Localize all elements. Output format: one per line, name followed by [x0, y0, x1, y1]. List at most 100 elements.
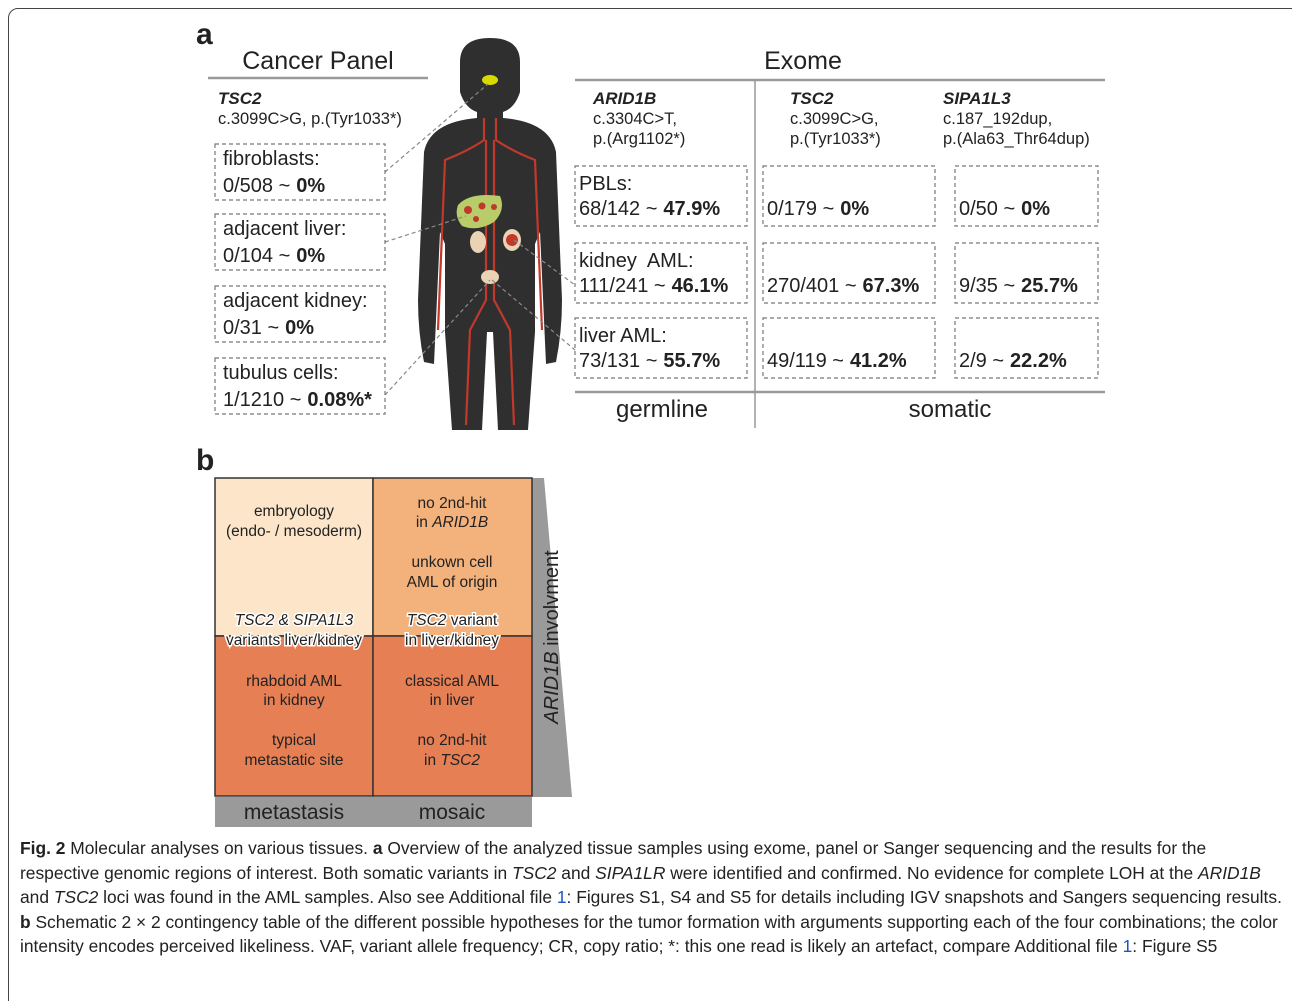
- vaf: 0.08%*: [307, 389, 372, 411]
- tissue: kidney AML:: [579, 250, 694, 272]
- caption-text: Fig. 2: [20, 838, 65, 858]
- caption-text: were identified and confirmed. No eviden…: [665, 863, 1198, 883]
- count: 9/35 ~: [959, 275, 1015, 297]
- caption-text: and: [556, 863, 595, 883]
- gene-name: TSC2: [790, 89, 834, 108]
- vaf: 0%: [296, 245, 325, 267]
- liver-lesion: [491, 204, 497, 210]
- vaf: 22.2%: [1010, 350, 1067, 372]
- read-count: 73/131 ~ 55.7%: [579, 350, 720, 372]
- caption-text: Molecular analyses on various tissues.: [65, 838, 372, 858]
- liver-lesion: [473, 216, 479, 222]
- kidney: [470, 231, 486, 253]
- cell-text: in kidney: [263, 692, 324, 709]
- page: aCancer PanelTSC2c.3099C>G, p.(Tyr1033*)…: [0, 0, 1292, 1001]
- variant: c.3304C>T,: [593, 110, 677, 128]
- caption-text: Schematic 2 × 2 contingency table of the…: [20, 912, 1278, 957]
- count: 0/50 ~: [959, 198, 1015, 220]
- cell-text: TSC2 variant: [407, 612, 498, 629]
- caption-text: loci was found in the AML samples. Also …: [98, 887, 557, 907]
- text-segment: TSC2: [440, 752, 480, 769]
- group-label: somatic: [909, 396, 992, 423]
- caption-text: b: [20, 912, 31, 932]
- caption-text: : Figures S1, S4 and S5 for details incl…: [567, 887, 1282, 907]
- file-link[interactable]: 1: [557, 887, 567, 907]
- tissue: adjacent liver:: [223, 218, 346, 240]
- vaf: 55.7%: [663, 350, 720, 372]
- text-segment: in: [416, 514, 432, 531]
- panel-label: b: [196, 444, 214, 477]
- text-segment: in kidney: [263, 692, 324, 709]
- caption-text: TSC2: [54, 887, 98, 907]
- tissue: PBLs:: [579, 173, 632, 195]
- cell-text: in liver: [430, 692, 475, 709]
- read-count: 68/142 ~47.9%: [579, 198, 720, 220]
- text-segment: embryology: [254, 503, 334, 520]
- count: 111/241 ~: [579, 275, 666, 297]
- count: 49/119 ~: [767, 350, 844, 372]
- gene-name: ARID1B: [592, 89, 656, 108]
- cell-text: metastatic site: [244, 752, 343, 769]
- cell-text: no 2nd-hit: [418, 495, 488, 512]
- text-segment: in liver/kidney: [405, 632, 499, 649]
- count: 1/1210 ~: [223, 389, 301, 411]
- caption: Fig. 2 Molecular analyses on various tis…: [20, 836, 1282, 959]
- group-label: germline: [616, 396, 708, 423]
- variant: c.3099C>G,: [790, 110, 879, 128]
- vaf: 0%: [285, 317, 314, 339]
- text-segment: TSC2 & SIPA1L3: [235, 612, 354, 629]
- tissue: tubulus cells:: [223, 362, 339, 384]
- caption-text: : Figure S5: [1132, 936, 1217, 956]
- read-count: 0/104 ~0%: [223, 245, 325, 267]
- cell-text: in TSC2: [424, 752, 480, 769]
- read-count: 111/241 ~ 46.1%: [579, 275, 728, 297]
- text-segment: variant: [446, 612, 498, 629]
- liver-lesion: [464, 206, 472, 214]
- cell-text: embryology: [254, 503, 334, 520]
- text-segment: metastatic site: [244, 752, 343, 769]
- cell-text: no 2nd-hit: [418, 732, 488, 749]
- cell-bottom-right: [373, 636, 532, 796]
- caption-text: TSC2: [512, 863, 556, 883]
- cell-text: in ARID1B: [416, 514, 488, 531]
- caption-text: and: [20, 887, 54, 907]
- kidney-lesion: [506, 234, 518, 246]
- variant: p.(Arg1102*): [593, 130, 685, 148]
- vaf: 0%: [296, 175, 325, 197]
- count: 0/31 ~: [223, 317, 279, 339]
- body-silhouette: [418, 38, 562, 430]
- cell-text: variants liver/kidney: [226, 632, 362, 649]
- vaf: 46.1%: [672, 275, 729, 297]
- vaf: 25.7%: [1021, 275, 1078, 297]
- tissue: adjacent kidney:: [223, 290, 368, 312]
- count: 73/131 ~: [579, 350, 657, 372]
- cell-text: in liver/kidney: [405, 632, 499, 649]
- text-segment: unkown cell: [412, 554, 493, 571]
- read-count: 49/119 ~41.2%: [767, 350, 907, 372]
- axis-label: ARID1B involvment: [541, 550, 563, 725]
- column-label: metastasis: [244, 801, 344, 824]
- variant: c.187_192dup,: [943, 110, 1052, 128]
- cell-text: TSC2 & SIPA1L3: [235, 612, 354, 629]
- cell-text: (endo- / mesoderm): [226, 523, 362, 540]
- read-count: 9/35 ~ 25.7%: [959, 275, 1078, 297]
- vaf: 0%: [1021, 198, 1050, 220]
- read-count: 2/9 ~22.2%: [959, 350, 1067, 372]
- read-count: 0/50 ~ 0%: [959, 198, 1050, 220]
- count: 0/508 ~: [223, 175, 290, 197]
- column-label: mosaic: [419, 801, 486, 824]
- file-link[interactable]: 1: [1123, 936, 1133, 956]
- thyroid-spot: [482, 75, 498, 85]
- liver-lesion: [479, 203, 486, 210]
- panel-label: a: [196, 18, 213, 51]
- cell-text: typical: [272, 732, 316, 749]
- text-segment: involvment: [541, 550, 563, 652]
- vaf: 47.9%: [663, 198, 720, 220]
- text-segment: AML of origin: [407, 574, 498, 591]
- text-segment: no 2nd-hit: [418, 495, 488, 512]
- read-count: 270/401 ~67.3%: [767, 275, 919, 297]
- text-segment: no 2nd-hit: [418, 732, 488, 749]
- variant: p.(Ala63_Thr64dup): [943, 130, 1090, 148]
- text-segment: typical: [272, 732, 316, 749]
- text-segment: (endo- / mesoderm): [226, 523, 362, 540]
